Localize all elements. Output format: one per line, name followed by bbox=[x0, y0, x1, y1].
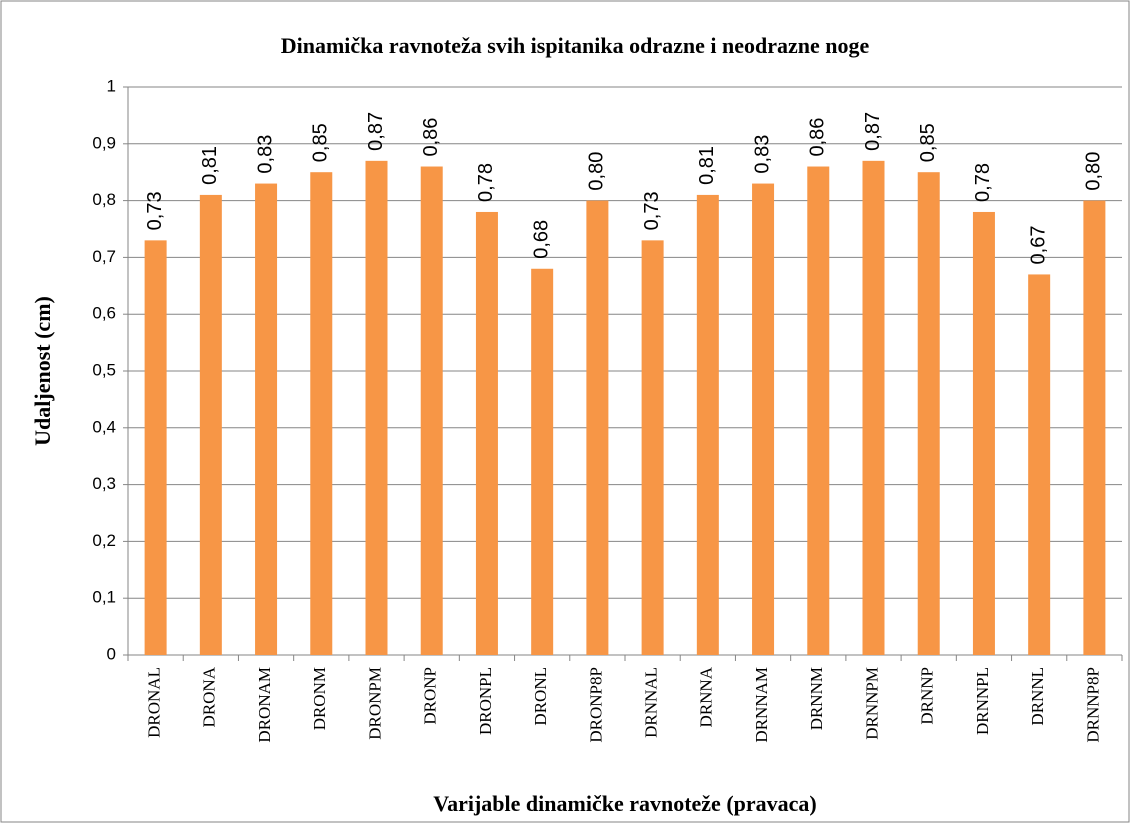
bar bbox=[972, 211, 995, 655]
x-tick-label: DRNNP8P bbox=[1083, 667, 1102, 743]
data-label: 0,80 bbox=[1083, 152, 1105, 191]
data-label: 0,85 bbox=[310, 123, 332, 162]
y-tick-label: 0,5 bbox=[92, 360, 116, 379]
x-tick-label: DRNNL bbox=[1028, 667, 1047, 726]
data-label: 0,83 bbox=[254, 135, 276, 174]
x-tick-label: DRNNA bbox=[697, 666, 716, 727]
x-tick-label: DRNNAL bbox=[642, 667, 661, 738]
x-tick-label: DRNNAM bbox=[752, 667, 771, 743]
data-label: 0,81 bbox=[696, 146, 718, 185]
bar bbox=[310, 172, 333, 655]
data-label: 0,78 bbox=[475, 163, 497, 202]
y-tick-label: 0,8 bbox=[92, 190, 116, 209]
x-tick-label: DRONAL bbox=[145, 667, 164, 738]
x-axis-label: Varijable dinamičke ravnoteže (pravaca) bbox=[433, 791, 817, 816]
bar bbox=[1083, 200, 1106, 655]
bar bbox=[199, 194, 222, 656]
data-label: 0,68 bbox=[530, 220, 552, 259]
x-tick-label: DRONP8P bbox=[586, 667, 605, 743]
y-tick-label: 0,7 bbox=[92, 247, 116, 266]
data-label: 0,80 bbox=[586, 152, 608, 191]
bar bbox=[531, 268, 554, 655]
bar bbox=[475, 211, 498, 655]
x-tick-label: DRNNPL bbox=[973, 667, 992, 735]
x-tick-label: DRNNPM bbox=[862, 667, 881, 740]
y-tick-label: 0,9 bbox=[92, 133, 116, 152]
x-tick-label: DRONPL bbox=[476, 667, 495, 735]
chart-title: Dinamička ravnoteža svih ispitanika odra… bbox=[281, 33, 870, 58]
data-label: 0,86 bbox=[807, 118, 829, 157]
bar bbox=[586, 200, 609, 655]
data-label: 0,73 bbox=[144, 191, 166, 230]
y-tick-label: 0,4 bbox=[92, 417, 116, 436]
data-label: 0,67 bbox=[1027, 226, 1049, 265]
data-label: 0,73 bbox=[641, 191, 663, 230]
data-label: 0,81 bbox=[199, 146, 221, 185]
data-label: 0,85 bbox=[917, 123, 939, 162]
y-axis-label: Udaljenost (cm) bbox=[30, 296, 55, 446]
data-label: 0,87 bbox=[365, 112, 387, 151]
y-tick-label: 0,1 bbox=[92, 588, 116, 607]
bar bbox=[807, 166, 830, 655]
y-tick-label: 1 bbox=[107, 76, 116, 95]
y-tick-label: 0,2 bbox=[92, 531, 116, 550]
x-tick-label: DRONAM bbox=[255, 667, 274, 743]
x-tick-label: DRONA bbox=[200, 666, 219, 727]
x-tick-label: DRONL bbox=[531, 667, 550, 726]
bar bbox=[917, 172, 940, 655]
data-label: 0,83 bbox=[751, 135, 773, 174]
x-tick-label: DRONPM bbox=[365, 667, 384, 740]
bar bbox=[365, 160, 388, 655]
bar bbox=[862, 160, 885, 655]
data-label: 0,78 bbox=[972, 163, 994, 202]
bar bbox=[420, 166, 443, 655]
bar bbox=[641, 240, 664, 656]
data-label: 0,86 bbox=[420, 118, 442, 157]
y-tick-label: 0,6 bbox=[92, 304, 116, 323]
bar bbox=[1028, 274, 1051, 655]
y-tick-label: 0 bbox=[107, 644, 116, 663]
x-tick-label: DRNNP bbox=[918, 667, 937, 725]
bar bbox=[255, 183, 278, 655]
bar bbox=[752, 183, 775, 655]
data-label: 0,87 bbox=[862, 112, 884, 151]
bar bbox=[696, 194, 719, 656]
x-tick-label: DRONP bbox=[421, 667, 440, 725]
y-tick-label: 0,3 bbox=[92, 474, 116, 493]
bar bbox=[144, 240, 167, 656]
x-tick-label: DRONM bbox=[310, 667, 329, 730]
x-tick-label: DRNNM bbox=[807, 667, 826, 730]
